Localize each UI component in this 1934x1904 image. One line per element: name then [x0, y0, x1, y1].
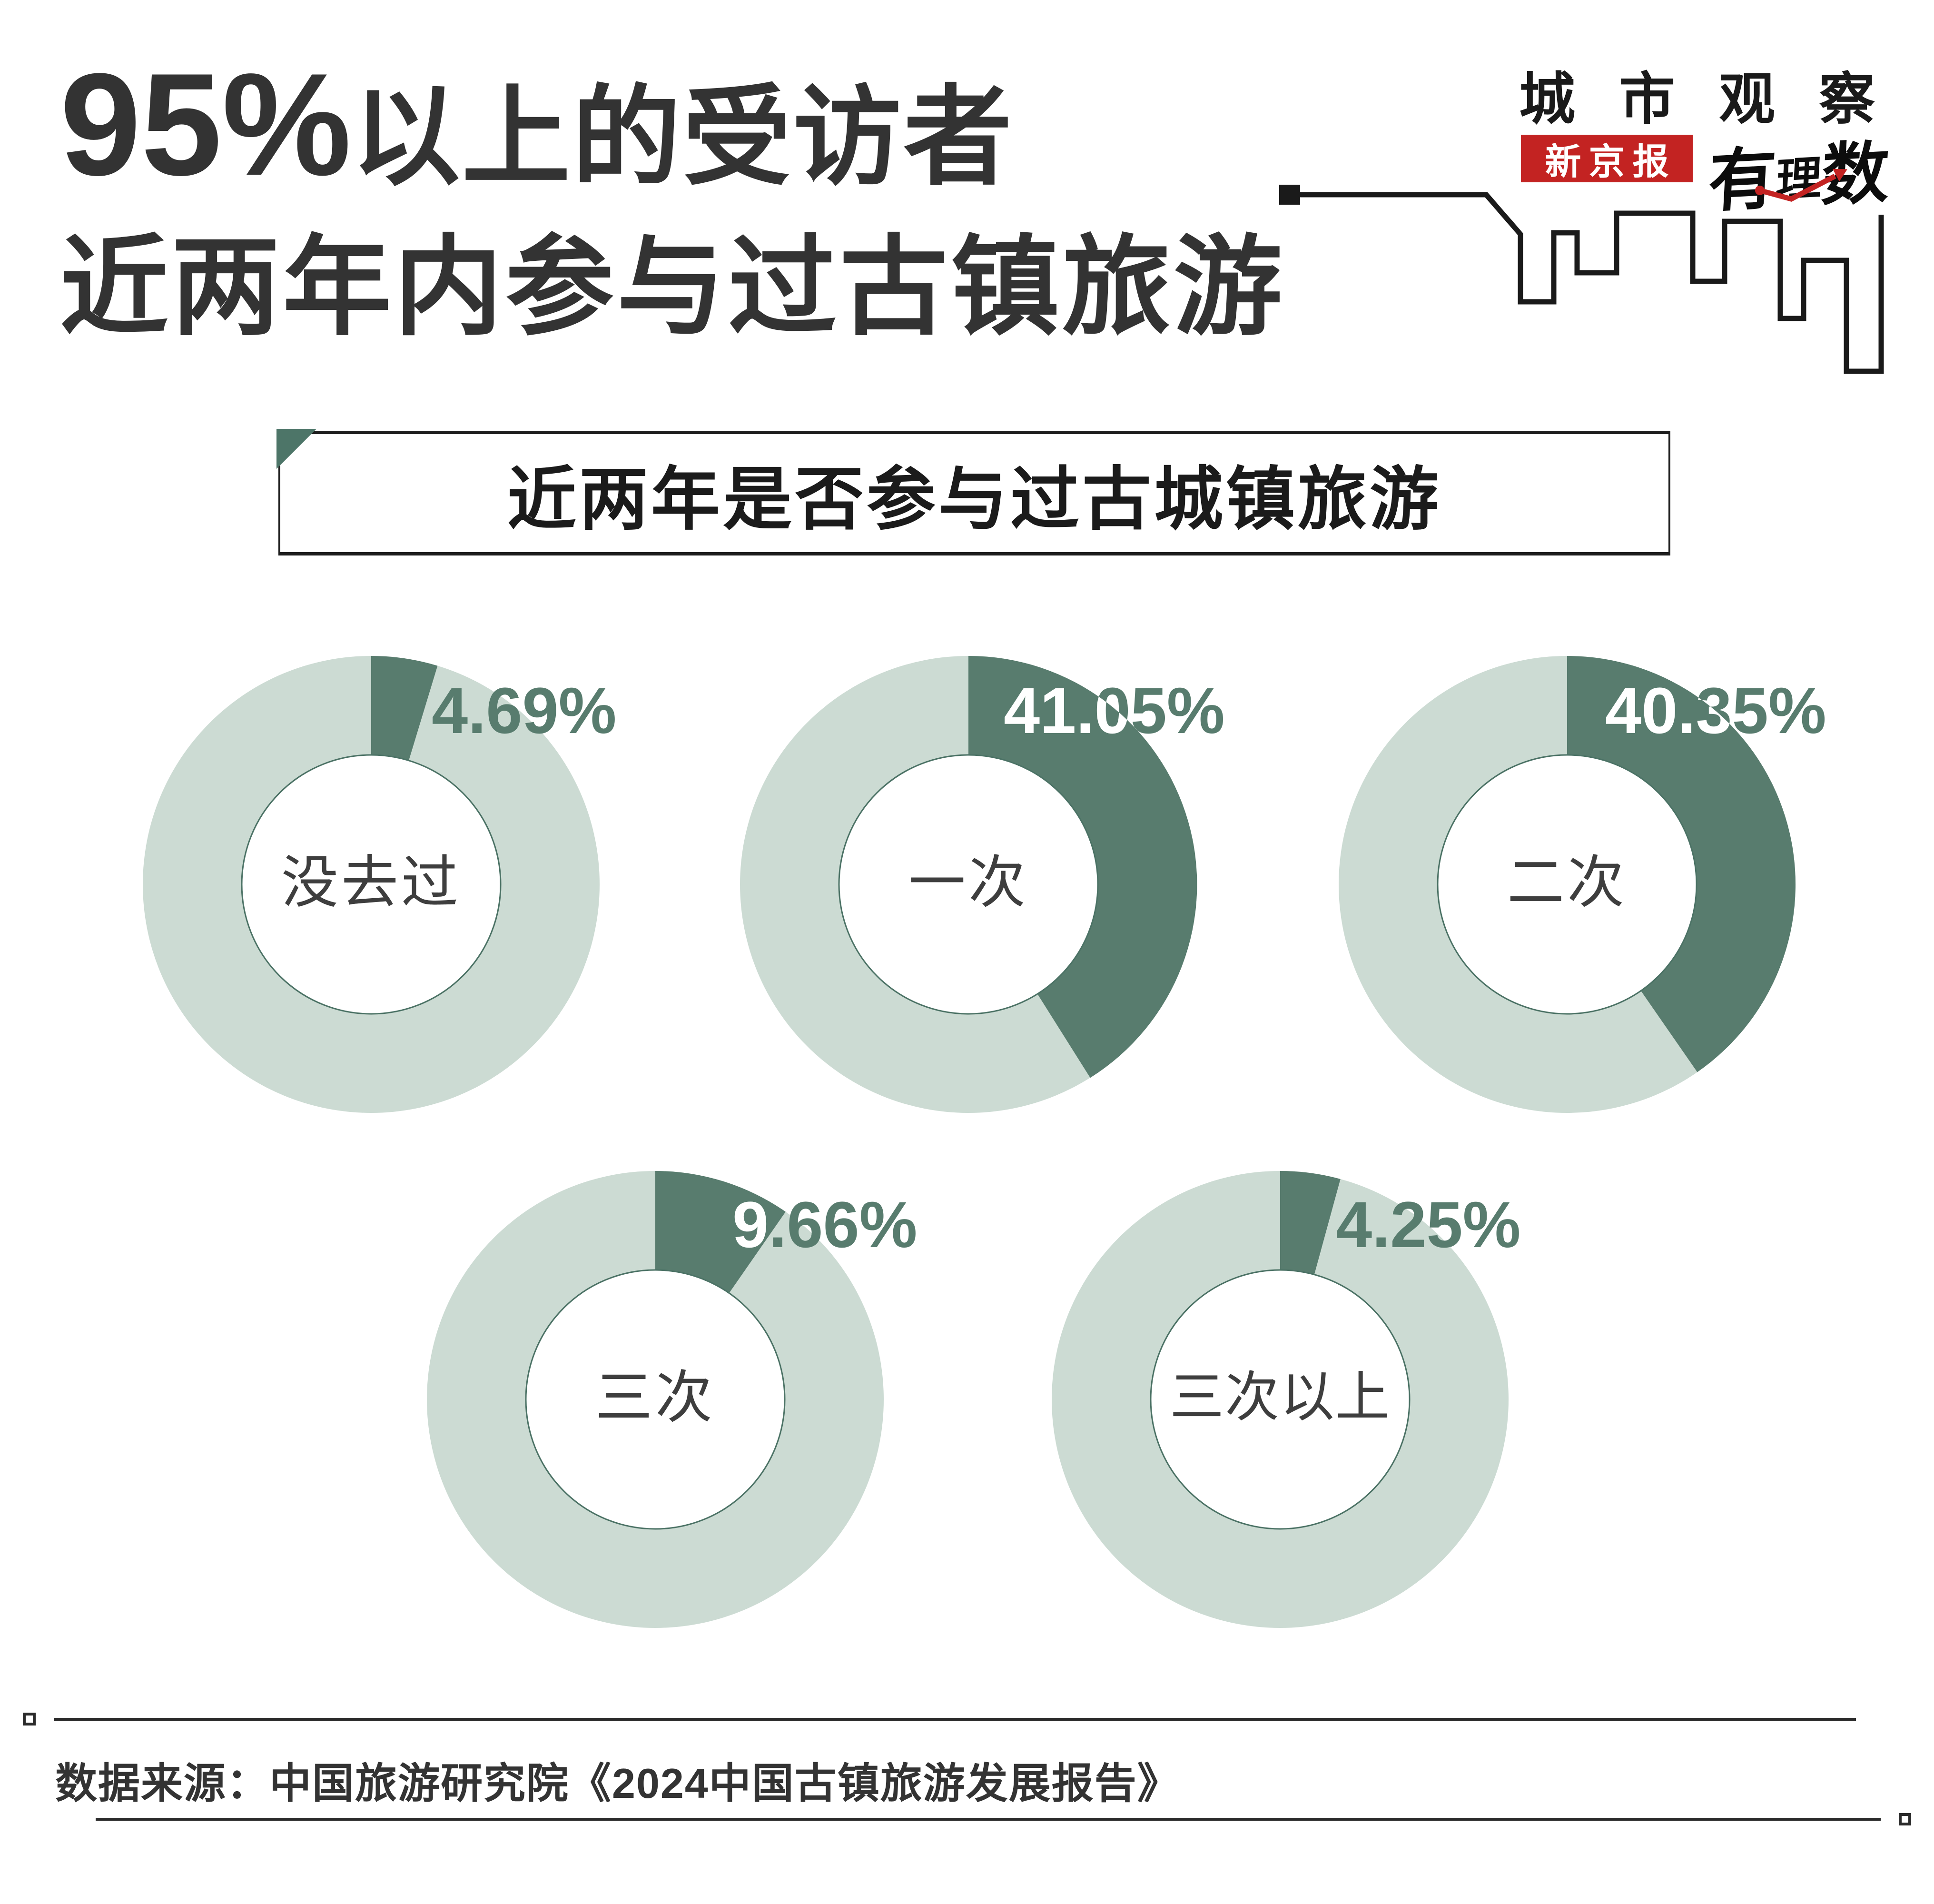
donut-value: 9.66% — [732, 1189, 917, 1261]
donut-label: 三次 — [595, 1366, 715, 1429]
donut-chart-never: 没去过 4.69% 4.69% — [143, 656, 616, 1113]
donut-chart-three-times: 三次 9.66% 9.66% — [427, 1171, 917, 1628]
red-trend-arrow-icon — [1755, 169, 1847, 202]
donut-chart-twice: 二次 40.35% 40.35% — [1339, 656, 1826, 1113]
donut-value: 4.25% — [1336, 1189, 1520, 1261]
donut-label: 没去过 — [281, 851, 461, 914]
chart-title: 近两年是否参与过古城镇旅游 — [507, 461, 1441, 538]
donut-value: 41.05% — [1004, 674, 1225, 747]
footer-top-rule — [54, 1718, 1856, 1721]
data-source-note: 数据来源：中国旅游研究院《2024中国古镇旅游发展报告》 — [55, 1760, 1180, 1807]
donut-value: 4.69% — [432, 674, 616, 747]
donut-hole — [1150, 1269, 1411, 1530]
donut-label: 二次 — [1507, 851, 1627, 914]
donut-value: 40.35% — [1605, 674, 1826, 747]
donut-hole — [241, 754, 502, 1015]
page-title-line1: 95%以上的受访者 — [60, 46, 1285, 216]
donut-hole — [525, 1269, 786, 1530]
donut-chart-once: 一次 41.05% 41.05% — [740, 655, 1225, 1113]
newspaper-badge: 新京报 — [1521, 135, 1693, 182]
title-line1-text: 以上的受访者 — [351, 77, 1014, 198]
title-number: 95% — [60, 43, 352, 206]
donut-label: 三次以上 — [1170, 1368, 1391, 1428]
donut-hole — [1437, 754, 1697, 1015]
masthead-city-observation: 城市观察 — [1519, 69, 1919, 131]
footer-right-square-icon — [1899, 1813, 1911, 1825]
city-skyline-icon — [1279, 185, 1884, 374]
footer-left-square-icon — [23, 1713, 36, 1726]
chart-title-box: 近两年是否参与过古城镇旅游 — [278, 431, 1670, 555]
donut-hole — [838, 754, 1099, 1015]
donut-label: 一次 — [908, 851, 1028, 914]
donut-chart-more-than-three: 三次以上 4.25% 4.25% — [1052, 1171, 1520, 1628]
page-title: 95%以上的受访者 近两年内参与过古镇旅游 — [60, 46, 1285, 359]
corner-accent-triangle — [276, 429, 316, 469]
page-title-line2: 近两年内参与过古镇旅游 — [60, 227, 1285, 348]
footer-bottom-rule — [96, 1818, 1881, 1821]
newspaper-name: 新京报 — [1545, 142, 1677, 182]
